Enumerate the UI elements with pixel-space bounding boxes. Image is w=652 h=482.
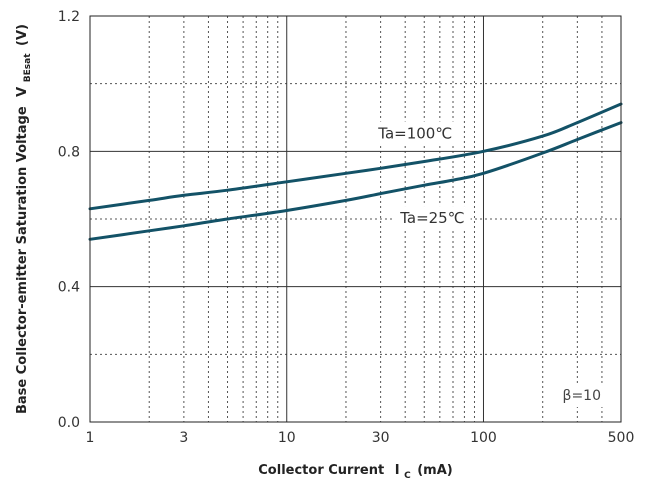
x-axis-title-symbol: I	[395, 463, 400, 478]
x-tick-label: 1	[86, 430, 95, 446]
y-axis-title-symbol: V	[15, 87, 30, 97]
x-tick-label: 30	[372, 430, 390, 446]
x-axis-title-unit: (mA)	[417, 463, 453, 478]
y-tick-label: 1.2	[58, 9, 80, 25]
y-tick-label: 0.8	[58, 144, 80, 160]
x-axis-title-sub: C	[404, 471, 411, 481]
y-axis-title-unit: (V)	[15, 24, 30, 46]
y-axis-title-sub: BEsat	[23, 53, 33, 82]
x-tick-label: 3	[179, 430, 188, 446]
x-tick-label: 10	[278, 430, 296, 446]
y-tick-label: 0.0	[58, 415, 80, 431]
y-tick-label: 0.4	[58, 280, 80, 296]
x-tick-label: 100	[470, 430, 497, 446]
x-tick-label: 500	[608, 430, 635, 446]
x-axis-title-main: Collector Current	[258, 463, 384, 478]
y-axis-title-main: Base Collector-emitter Saturation Voltag…	[15, 106, 30, 414]
series-label: Ta=100℃	[377, 124, 452, 142]
series-label: Ta=25℃	[399, 209, 464, 227]
beta-annotation: β=10	[563, 388, 601, 404]
